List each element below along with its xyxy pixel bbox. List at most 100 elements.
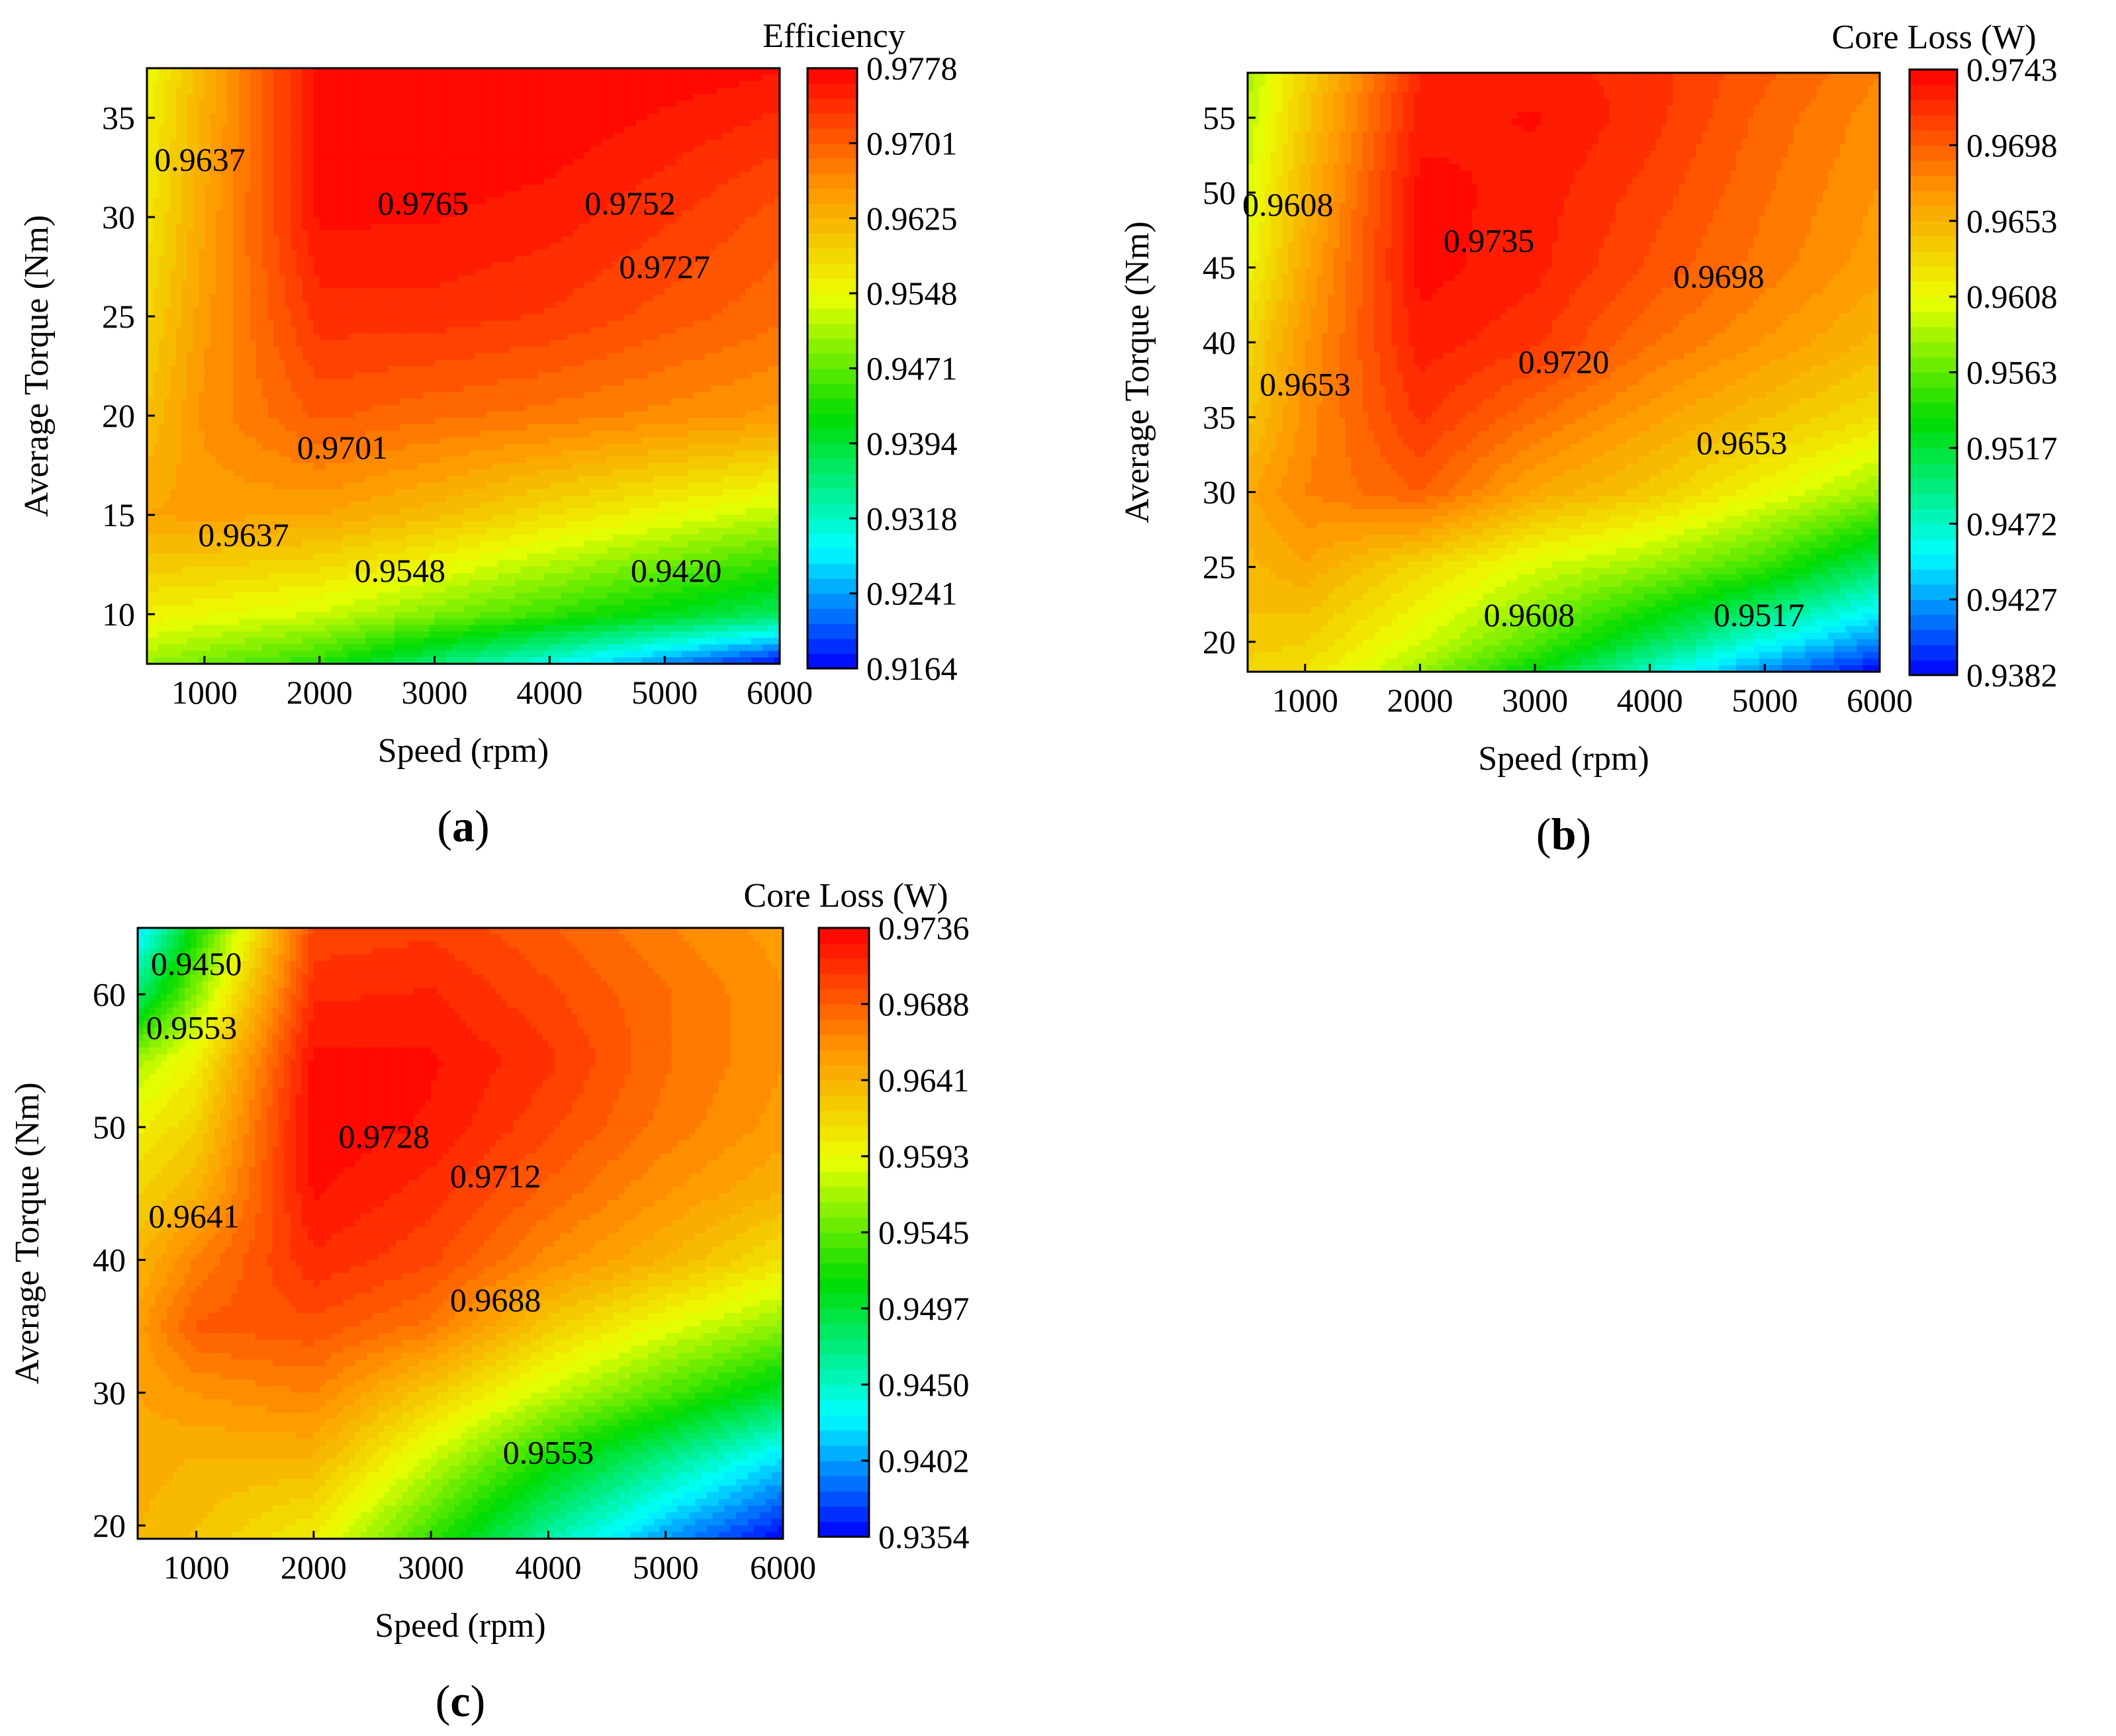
contour-cell <box>434 230 441 237</box>
contour-cell <box>549 165 556 173</box>
contour-cell <box>417 353 424 360</box>
contour-cell <box>509 346 516 354</box>
contour-cell <box>584 307 590 315</box>
contour-cell <box>463 223 470 231</box>
contour-cell <box>440 126 447 134</box>
contour-cell <box>411 236 418 244</box>
contour-cell <box>722 74 729 82</box>
contour-cell <box>774 113 780 120</box>
contour-cell <box>233 307 240 315</box>
contour-cell <box>475 197 481 205</box>
contour-cell <box>411 139 418 146</box>
contour-cell <box>757 94 763 101</box>
contour-cell <box>233 288 240 295</box>
contour-cell <box>676 68 682 75</box>
contour-cell <box>481 139 487 146</box>
contour-cell <box>359 281 366 289</box>
contour-cell <box>175 210 182 218</box>
contour-cell <box>423 262 430 269</box>
contour-cell <box>739 327 746 334</box>
contour-cell <box>699 74 706 82</box>
contour-cell <box>279 295 286 302</box>
contour-cell <box>699 353 706 360</box>
contour-cell <box>359 255 366 263</box>
contour-cell <box>285 320 291 328</box>
contour-cell <box>193 269 199 276</box>
contour-cell <box>486 197 493 205</box>
contour-cell <box>630 301 637 308</box>
contour-cell <box>169 94 177 101</box>
contour-cell <box>509 223 516 231</box>
contour-cell <box>682 327 688 334</box>
contour-cell <box>239 210 246 218</box>
contour-cell <box>169 281 177 289</box>
contour-cell <box>319 301 326 308</box>
contour-cell <box>515 81 522 88</box>
contour-cell <box>169 158 177 166</box>
contour-cell <box>618 113 625 120</box>
contour-cell <box>503 171 510 179</box>
contour-cell <box>733 255 740 263</box>
contour-cell <box>291 146 297 153</box>
contour-cell <box>492 353 498 360</box>
contour-cell <box>515 87 522 95</box>
contour-cell <box>768 165 774 173</box>
contour-cell <box>573 158 579 166</box>
contour-cell <box>319 334 326 341</box>
contour-cell <box>221 281 228 289</box>
contour-cell <box>273 68 280 75</box>
contour-cell <box>181 346 188 354</box>
contour-cell <box>601 230 608 237</box>
contour-cell <box>699 171 706 179</box>
contour-cell <box>630 81 637 88</box>
contour-cell <box>647 249 654 257</box>
contour-cell <box>774 210 780 218</box>
contour-cell <box>710 249 717 257</box>
contour-cell <box>175 236 182 244</box>
contour-cell <box>250 281 257 289</box>
contour-cell <box>394 301 400 308</box>
contour-cell <box>561 314 568 322</box>
contour-cell <box>164 236 171 244</box>
contour-cell <box>555 107 562 114</box>
contour-cell <box>302 132 308 140</box>
contour-cell <box>181 146 188 153</box>
contour-cell <box>774 178 780 185</box>
contour-cell <box>699 340 706 347</box>
contour-cell <box>417 327 424 334</box>
contour-cell <box>325 255 332 263</box>
contour-cell <box>158 230 165 237</box>
contour-cell <box>164 314 171 322</box>
contour-cell <box>256 249 263 257</box>
contour-cell <box>647 191 654 199</box>
contour-cell <box>365 81 372 88</box>
contour-cell <box>693 152 700 160</box>
contour-cell <box>526 152 533 160</box>
contour-cell <box>555 178 562 185</box>
contour-cell <box>584 288 590 295</box>
contour-cell <box>181 152 188 160</box>
contour-cell <box>618 295 625 302</box>
contour-cell <box>147 120 154 127</box>
contour-cell <box>428 327 436 334</box>
contour-cell <box>641 295 648 302</box>
contour-cell <box>647 165 654 173</box>
contour-cell <box>537 87 545 95</box>
contour-cell <box>682 197 688 205</box>
contour-cell <box>445 132 453 140</box>
contour-cell <box>273 132 280 140</box>
contour-cell <box>757 165 763 173</box>
contour-cell <box>590 178 596 185</box>
contour-cell <box>635 178 643 185</box>
contour-cell <box>308 255 314 263</box>
contour-cell <box>561 353 568 360</box>
contour-cell <box>549 269 556 276</box>
contour-cell <box>595 171 602 179</box>
contour-cell <box>319 281 326 289</box>
contour-cell <box>383 301 389 308</box>
contour-cell <box>336 197 344 205</box>
contour-cell <box>204 81 211 88</box>
contour-cell <box>584 230 590 237</box>
contour-cell <box>676 320 682 328</box>
contour-cell <box>739 353 746 360</box>
